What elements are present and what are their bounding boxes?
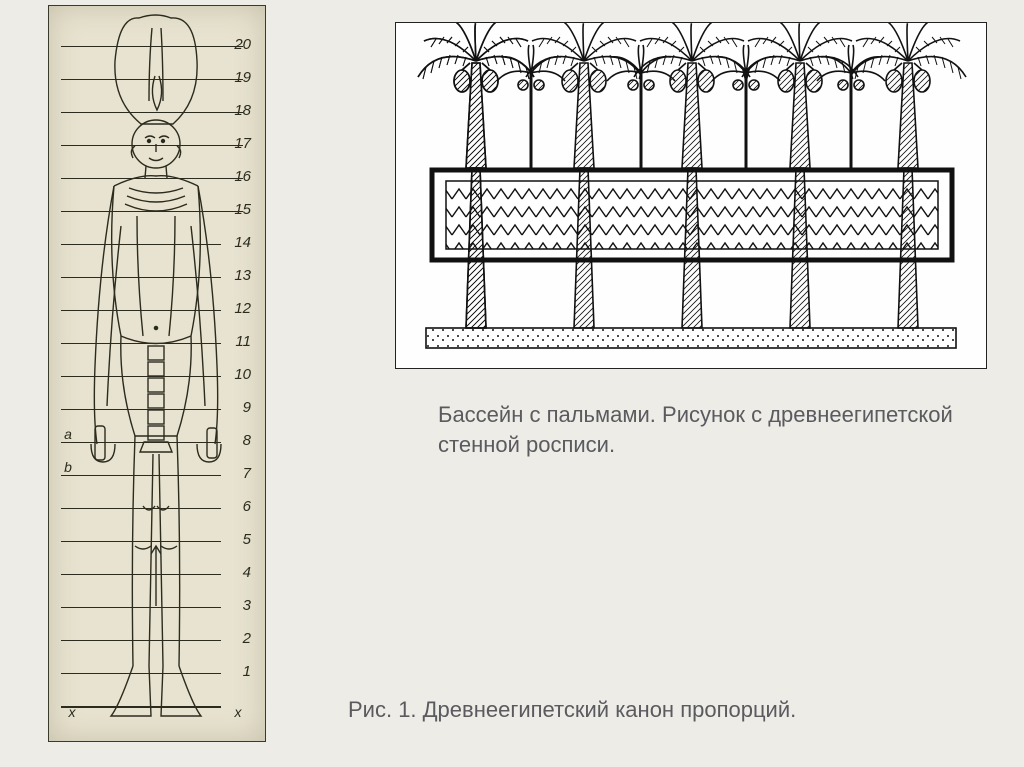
canon-side-label: b (61, 459, 75, 475)
canon-gridline (61, 640, 221, 641)
canon-gridline (61, 541, 221, 542)
caption-palms: Бассейн с пальмами. Рисунок с древнеегип… (438, 400, 958, 459)
canon-grid-label: 7 (227, 465, 251, 482)
canon-gridline (61, 46, 243, 47)
canon-gridline (61, 574, 221, 575)
canon-gridline (61, 673, 221, 674)
canon-gridline (61, 409, 221, 410)
canon-grid-label: 18 (227, 102, 251, 119)
canon-side-label: x (231, 704, 245, 720)
canon-grid-label: 5 (227, 531, 251, 548)
canon-grid-label: 2 (227, 630, 251, 647)
canon-grid-label: 1 (227, 663, 251, 680)
canon-gridline (61, 343, 221, 344)
canon-grid-label: 20 (227, 36, 251, 53)
canon-grid-label: 9 (227, 399, 251, 416)
canon-grid-label: 4 (227, 564, 251, 581)
canon-grid-label: 15 (227, 201, 251, 218)
palms-svg (396, 23, 986, 368)
canon-gridline (61, 178, 243, 179)
canon-gridline (61, 310, 221, 311)
canon-gridline (61, 244, 221, 245)
canon-grid-label: 14 (227, 234, 251, 251)
canon-grid-label: 8 (227, 432, 251, 449)
canon-gridline (61, 277, 221, 278)
caption-canon: Рис. 1. Древнеегипетский канон пропорций… (348, 695, 848, 725)
canon-grid-label: 12 (227, 300, 251, 317)
canon-gridline (61, 376, 221, 377)
canon-side-label: a (61, 426, 75, 442)
canon-grid-label: 11 (227, 333, 251, 350)
canon-grid-label: 19 (227, 69, 251, 86)
canon-gridline (61, 508, 221, 509)
canon-gridline (61, 211, 243, 212)
canon-gridline (61, 475, 221, 476)
canon-proportion-diagram: 1234567891011121314151617181920abxx (48, 5, 266, 742)
canon-gridline (61, 112, 243, 113)
canon-gridline (61, 607, 221, 608)
canon-grid-label: 3 (227, 597, 251, 614)
canon-grid-label: 16 (227, 168, 251, 185)
canon-gridline (61, 79, 243, 80)
canon-grid-label: 17 (227, 135, 251, 152)
canon-grid-label: 13 (227, 267, 251, 284)
canon-grid-label: 6 (227, 498, 251, 515)
canon-side-label: x (65, 704, 79, 720)
canon-grid-label: 10 (227, 366, 251, 383)
palms-pool-illustration (395, 22, 987, 369)
canon-gridline (61, 442, 221, 443)
canon-baseline (61, 706, 221, 708)
canon-gridline (61, 145, 243, 146)
